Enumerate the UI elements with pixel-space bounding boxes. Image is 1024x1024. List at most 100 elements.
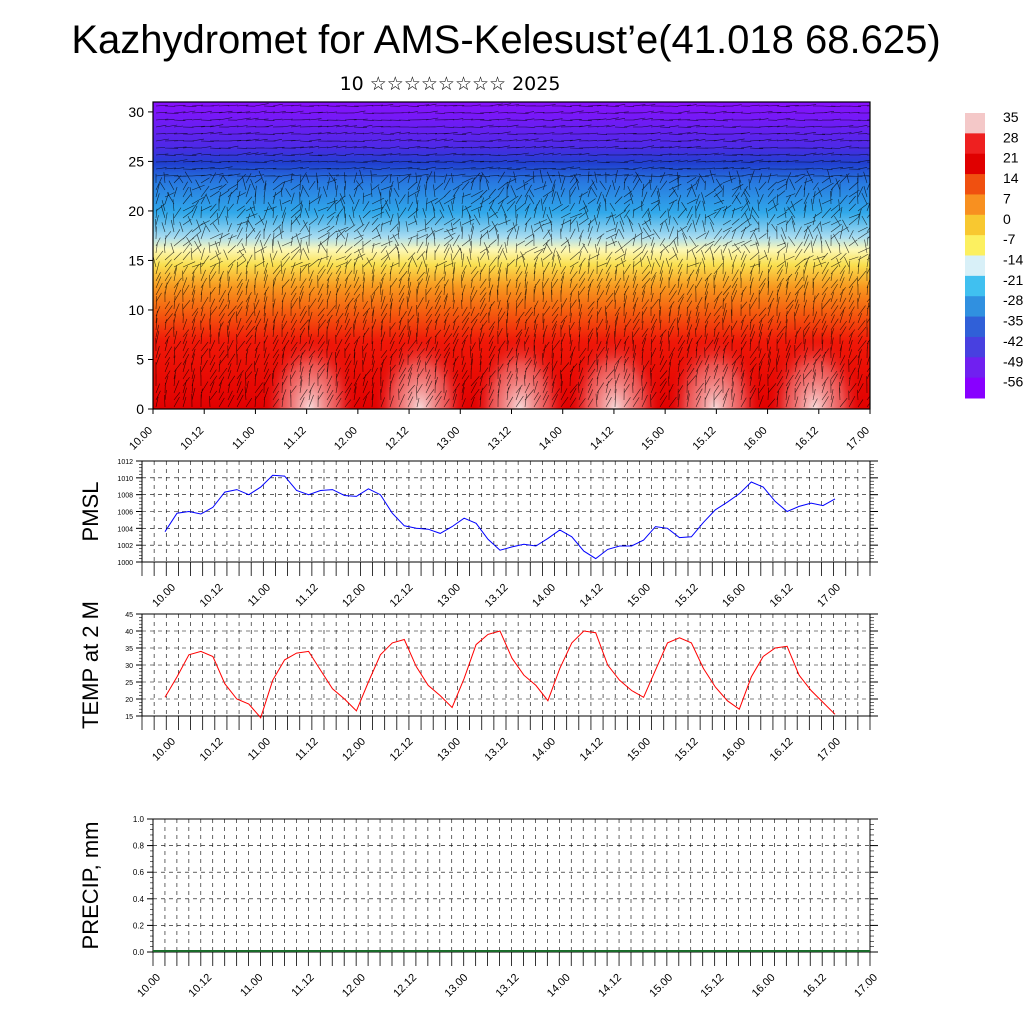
colorbar-swatch	[965, 296, 985, 318]
x-tick-label: 15.12	[699, 972, 727, 1000]
y-axis-title: TEMP at 2 M	[78, 601, 103, 729]
y-tick-label: 5	[136, 351, 144, 367]
x-tick-label: 16.00	[720, 736, 748, 764]
x-tick-label: 15.12	[673, 582, 701, 610]
colorbar-swatch	[965, 133, 985, 155]
x-tick-label: 17.00	[815, 582, 843, 610]
colorbar-swatch	[965, 255, 985, 277]
x-tick-label: 17.00	[852, 972, 880, 1000]
colorbar-swatch	[965, 316, 985, 338]
colorbar-swatch	[965, 377, 985, 399]
x-tick-label: 12.12	[388, 582, 416, 610]
x-tick-label: 14.12	[578, 736, 606, 764]
colorbar-swatch	[965, 357, 985, 379]
wind-barbs	[153, 103, 870, 408]
colorbar-label: -56	[1003, 374, 1023, 390]
colorbar-swatch	[965, 235, 985, 256]
colorbar-swatch	[965, 194, 985, 216]
y-tick-label: 40	[125, 629, 133, 636]
x-tick-label: 12.12	[391, 972, 419, 1000]
colorbar-label: -14	[1003, 252, 1023, 268]
x-tick-label: 11.12	[289, 972, 316, 999]
colorbar-label: 28	[1003, 129, 1019, 145]
y-tick-label: 45	[125, 612, 133, 619]
precip-panel: 0.0 0.2 0.4 0.6 0.8 1.0 10.00 10.12 11.00 11.12 12…	[78, 815, 880, 1000]
y-tick-label: 25	[128, 153, 144, 169]
x-tick-label: 10.00	[135, 972, 163, 1000]
y-tick-label: 1010	[117, 476, 133, 483]
y-tick-label: 25	[125, 680, 133, 687]
series-line	[164, 630, 836, 719]
x-tick-label: 17.00	[815, 736, 843, 764]
chart-title: Kazhydromet for AMS-Kelesust’e(41.018 68…	[71, 18, 941, 62]
y-tick-label: 0.8	[133, 842, 145, 851]
x-tick-label: 14.12	[588, 425, 616, 453]
heatmap-x-axis: 10.00 10.12 11.00 11.12 12.00 12.12 13.00 13.12…	[127, 409, 872, 453]
x-tick-label: 14.00	[530, 582, 558, 610]
y-tick-label: 20	[125, 697, 133, 704]
colorbar-label: 21	[1003, 150, 1019, 166]
x-tick-label: 15.00	[625, 582, 653, 610]
x-tick-label: 13.12	[494, 972, 522, 1000]
x-tick-label: 12.12	[383, 425, 411, 453]
x-tick-label: 11.00	[238, 972, 265, 999]
x-tick-label: 12.00	[340, 582, 368, 610]
x-tick-label: 11.00	[246, 736, 273, 763]
heatmap-y-axis: 0 5 10 15 20 25 30	[128, 104, 153, 417]
x-tick-label: 14.12	[578, 582, 606, 610]
x-tick-label: 12.00	[340, 972, 368, 1000]
x-tick-label: 10.12	[186, 972, 214, 1000]
colorbar-swatch	[965, 113, 985, 134]
colorbar-label: -28	[1003, 292, 1023, 308]
x-tick-label: 13.00	[435, 582, 463, 610]
x-tick-label: 11.00	[246, 582, 273, 609]
x-tick-label: 15.12	[673, 736, 701, 764]
x-tick-label: 17.00	[844, 425, 872, 453]
x-tick-label: 10.12	[178, 425, 206, 453]
pmsl-panel: 1000 1002 1004 1006 1008 1010 1012 10.00 10.12 11…	[78, 459, 878, 610]
temp-panel: 15 20 25 30 35 40 45 10.00 10.12 11.00 11.12 12.00 1…	[78, 601, 878, 764]
x-tick-label: 13.12	[483, 582, 511, 610]
colorbar-label: 0	[1003, 211, 1011, 227]
y-tick-label: 15	[128, 252, 144, 268]
x-tick-label: 16.00	[742, 425, 770, 453]
y-tick-label: 1002	[117, 543, 133, 550]
y-tick-label: 30	[128, 104, 144, 120]
x-tick-label: 14.00	[530, 736, 558, 764]
colorbar-label: 14	[1003, 170, 1019, 186]
x-tick-label: 15.00	[647, 972, 675, 1000]
y-tick-label: 1008	[117, 493, 133, 500]
colorbar-swatch	[965, 336, 985, 358]
y-tick-label: 35	[125, 646, 133, 653]
x-tick-label: 13.00	[442, 972, 470, 1000]
warm-spot	[667, 334, 763, 409]
y-tick-label: 10	[128, 302, 144, 318]
heatmap-panel: 0 5 10 15 20 25 30 10.00 10.12 11.00 11.12 12.00 12…	[127, 101, 872, 453]
x-tick-label: 12.00	[340, 736, 368, 764]
colorbar-swatch	[965, 174, 985, 195]
colorbar-label: 7	[1003, 190, 1011, 206]
colorbar-swatch	[965, 275, 985, 297]
y-tick-label: 1.0	[133, 815, 145, 824]
x-tick-label: 14.00	[545, 972, 573, 1000]
colorbar-label: -21	[1003, 272, 1023, 288]
y-tick-label: 30	[125, 663, 133, 670]
x-tick-label: 13.00	[434, 425, 462, 453]
x-tick-label: 11.12	[293, 582, 320, 609]
y-tick-label: 1012	[117, 459, 133, 466]
x-tick-label: 11.00	[230, 425, 257, 452]
x-tick-label: 11.12	[281, 425, 308, 452]
x-tick-label: 11.12	[293, 736, 320, 763]
x-tick-label: 16.12	[768, 736, 796, 764]
x-tick-label: 15.00	[639, 425, 667, 453]
x-tick-label: 10.00	[150, 582, 178, 610]
y-tick-label: 0.2	[133, 921, 145, 930]
y-tick-label: 20	[128, 203, 144, 219]
x-tick-label: 16.12	[801, 972, 829, 1000]
colorbar-label: -42	[1003, 333, 1023, 349]
x-tick-label: 14.12	[596, 972, 624, 1000]
x-tick-label: 16.00	[750, 972, 778, 1000]
colorbar-label: 35	[1003, 109, 1019, 125]
colorbar-swatch	[965, 153, 985, 175]
